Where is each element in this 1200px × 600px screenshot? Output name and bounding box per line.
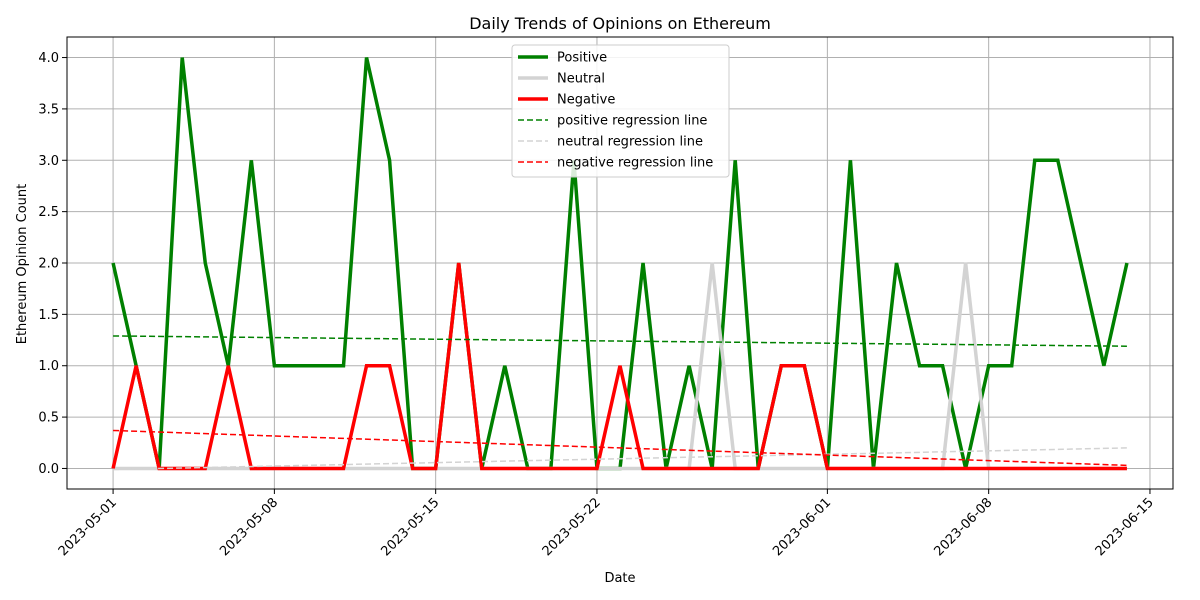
legend-label: neutral regression line: [557, 135, 703, 150]
x-axis-ticks: 2023-05-01 2023-05-08 2023-05-15 2023-05-22…: [56, 489, 1157, 559]
y-tick-label: 3.0: [38, 154, 59, 169]
y-tick-label: 1.0: [38, 359, 59, 374]
series-line-6: [113, 429, 1127, 467]
y-tick-label: 2.0: [38, 257, 59, 272]
x-tick-label: 2023-05-22: [540, 495, 604, 559]
legend-label: negative regression line: [557, 156, 713, 171]
x-tick-label: 2023-06-08: [931, 495, 995, 559]
y-tick-label: 0.0: [38, 462, 59, 477]
legend-label: Neutral: [557, 72, 605, 87]
x-tick-label: 2023-05-08: [217, 495, 281, 559]
chart-title: Daily Trends of Opinions on Ethereum: [469, 14, 771, 33]
series-lines: [111, 57, 1129, 471]
x-tick-label: 2023-05-01: [56, 495, 120, 559]
series-line-5: [113, 447, 1127, 471]
series-line-3: [111, 262, 1127, 471]
y-tick-label: 2.5: [38, 205, 59, 220]
x-tick-label: 2023-06-01: [770, 495, 834, 559]
x-axis-label: Date: [604, 571, 635, 586]
y-tick-label: 0.5: [38, 411, 59, 426]
legend-label: Positive: [557, 51, 607, 66]
legend-box: [511, 44, 730, 178]
y-tick-label: 4.0: [38, 51, 59, 66]
x-tick-label: 2023-06-15: [1093, 495, 1157, 559]
legend: Positive Neutral Negative positive regressi…: [511, 44, 730, 178]
legend-label: Negative: [557, 93, 615, 108]
y-axis-label: Ethereum Opinion Count: [15, 184, 30, 345]
y-tick-label: 1.5: [38, 308, 59, 323]
x-tick-label: 2023-05-15: [378, 495, 442, 559]
y-tick-label: 3.5: [38, 102, 59, 117]
y-axis-ticks: 0.0 0.5 1.0 1.5 2.0 2.5 3.0 3.5 4.0: [38, 51, 67, 477]
series-line-4: [113, 335, 1127, 347]
legend-label: positive regression line: [557, 114, 707, 129]
